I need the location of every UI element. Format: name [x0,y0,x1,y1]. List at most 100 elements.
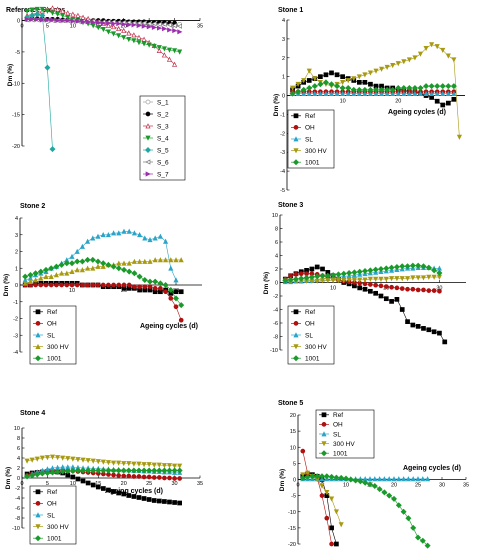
data-point [49,5,56,11]
data-point [372,476,378,482]
data-point [367,476,373,482]
legend-swatch-marker [321,431,327,437]
data-point [319,483,325,489]
data-point [58,261,65,268]
legend-label: OH [47,501,57,508]
data-point [131,270,138,277]
legend-label: S_6 [157,159,169,166]
data-point [100,260,107,267]
y-tick-label: 0 [275,281,278,287]
data-point [172,476,177,481]
data-point [74,258,81,265]
data-point [33,277,39,283]
data-point [428,83,435,90]
y-tick-label: -4 [280,169,285,175]
legend-label: SL [305,332,313,339]
data-point [330,272,337,279]
data-point [162,282,169,288]
data-point [362,90,368,97]
data-point [55,11,61,18]
data-point [400,508,407,515]
data-point [126,37,132,43]
data-point [151,43,157,50]
data-point [345,85,352,91]
data-point [351,90,357,97]
data-point [171,467,178,474]
data-point [152,286,158,291]
data-point [399,307,405,312]
legend-label: Ref [333,412,343,419]
data-point [394,297,400,302]
data-point [152,257,158,263]
data-point [74,248,80,254]
data-point [161,463,167,469]
data-point [434,98,440,104]
data-point [49,10,56,16]
data-point [381,476,387,482]
data-point [158,286,163,291]
series-300-hv [24,454,183,469]
data-point [69,468,76,474]
data-point [111,282,116,288]
data-point [314,273,321,280]
data-point [300,472,306,478]
data-point [373,90,379,97]
data-point [116,25,122,32]
data-point [399,276,405,282]
data-point [29,457,35,463]
data-point [401,90,407,97]
data-point [319,493,325,498]
data-point [167,475,172,481]
data-point [309,473,316,480]
data-point [314,473,321,480]
data-point [177,500,183,506]
x-tick-label: 0 [296,483,299,489]
data-point [166,22,172,28]
data-point [80,478,86,484]
data-point [404,276,411,282]
data-point [70,474,76,480]
data-point [141,36,147,42]
data-point [105,460,112,466]
y-tick-label: -20 [12,144,20,150]
x-tick-label: 5 [46,24,49,30]
series-line [27,7,175,65]
data-point [126,228,132,234]
legend-swatch-marker [35,489,41,495]
data-point [101,486,106,491]
legend-label: Ref [305,113,315,120]
data-point [424,542,431,549]
data-point [426,327,432,333]
data-point [425,476,431,482]
data-point [90,458,96,464]
data-point [37,268,44,275]
legend: Ref OH SL 300 HV 1001 [287,305,335,365]
data-point [373,276,379,282]
data-point [95,258,101,265]
legend-swatch-marker [35,332,41,338]
data-point [410,286,416,292]
data-point [367,267,374,274]
data-point [384,86,391,93]
data-point [110,460,117,466]
y-tick-label: 3 [282,37,285,43]
data-point [383,296,389,302]
data-point [115,467,122,474]
data-point [85,467,92,474]
data-point [55,6,61,12]
data-point [116,260,122,266]
data-point [293,272,299,277]
data-point [178,289,184,295]
data-point [64,282,70,288]
data-point [323,72,329,78]
y-tick-label: 8 [275,227,278,233]
data-point [100,231,106,238]
data-point [156,498,162,504]
data-point [172,28,178,34]
data-point [322,79,329,86]
data-point [405,515,412,522]
data-point [85,282,90,288]
data-point [48,273,54,279]
data-point [391,476,397,482]
